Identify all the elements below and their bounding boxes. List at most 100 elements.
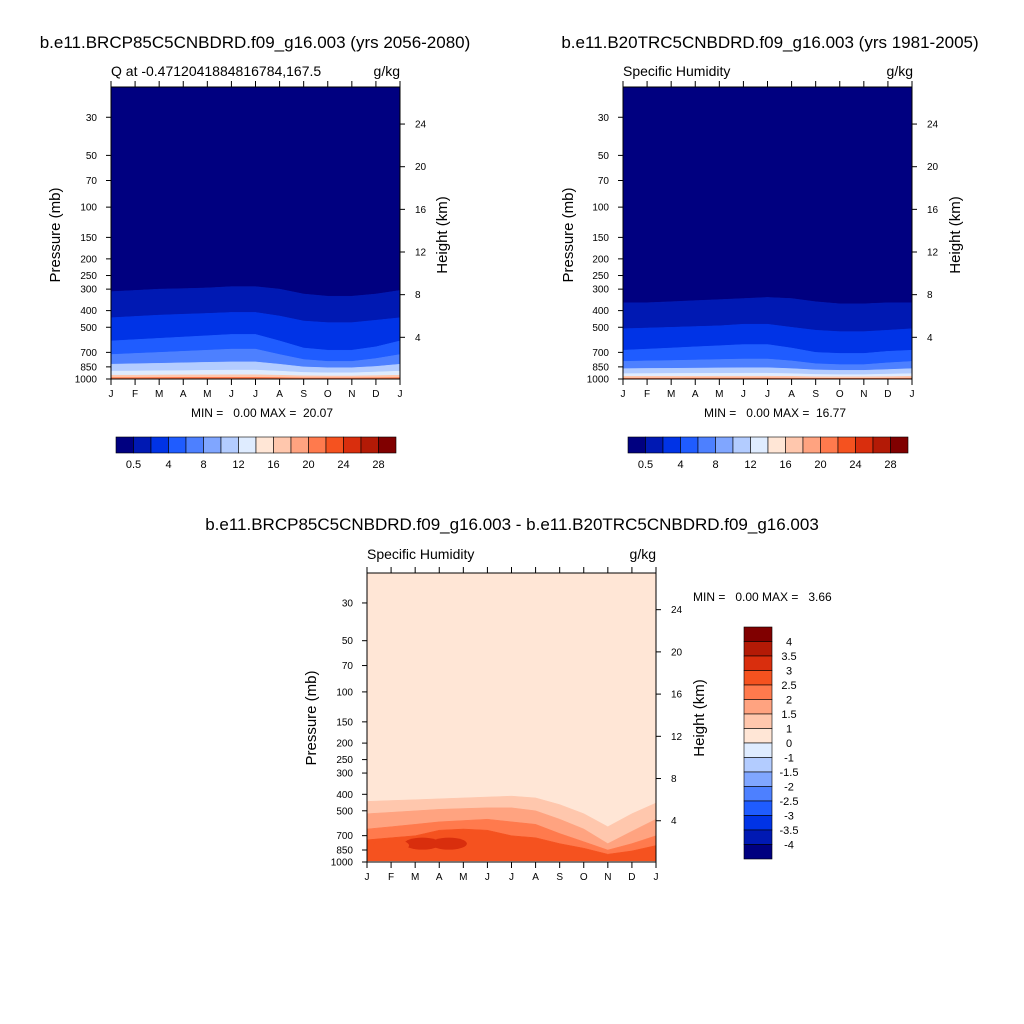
- panel-subtitle-left: Specific Humidity: [623, 63, 730, 79]
- y-right-tick-label: 20: [671, 647, 683, 658]
- colorbar-swatch: [743, 829, 773, 845]
- x-tick-label: J: [654, 872, 659, 883]
- contour-max: [430, 837, 467, 850]
- panel-subtitle-left: Q at -0.4712041884816784,167.5: [111, 63, 321, 79]
- colorbar-swatch: [168, 436, 187, 454]
- contour-band: [622, 86, 913, 305]
- stats-text: MIN = 0.00 MAX = 3.66: [693, 590, 832, 604]
- colorbar-swatch: [743, 757, 773, 773]
- colorbar-swatch: [743, 626, 773, 642]
- colorbar-label: 8: [712, 459, 718, 471]
- colorbar-swatch: [802, 436, 821, 454]
- y-tick-label: 100: [80, 203, 97, 214]
- panel-subtitle-right: g/kg: [374, 63, 400, 79]
- y-tick-label: 300: [336, 769, 353, 780]
- x-tick-label: J: [229, 389, 234, 400]
- colorbar-swatch: [837, 436, 856, 454]
- colorbar-vertical: 4 3.5 3 2.5 2 1.5 1 0 -1 -1.5 -2 -2.5 -3 -3.5 -4: [743, 626, 799, 860]
- x-tick-label: J: [485, 872, 490, 883]
- y-right-tick-label: 4: [671, 816, 677, 827]
- y-tick-label: 400: [80, 306, 97, 317]
- colorbar-label: -2: [784, 782, 794, 794]
- y-tick-label: 70: [342, 661, 354, 672]
- y-axis-label: Pressure (mb): [560, 187, 577, 282]
- x-tick-label: A: [276, 389, 283, 400]
- colorbar-label: 4: [677, 459, 683, 471]
- y-right-tick-label: 8: [927, 290, 933, 301]
- colorbar-swatch: [743, 800, 773, 816]
- panel-title: b.e11.B20TRC5CNBDRD.f09_g16.003 (yrs 198…: [561, 33, 978, 52]
- x-tick-label: S: [812, 389, 819, 400]
- colorbar-label: 8: [200, 459, 206, 471]
- colorbar-label: 4: [165, 459, 171, 471]
- colorbar-label: 2.5: [781, 680, 796, 692]
- y-right-tick-label: 12: [415, 248, 427, 259]
- plot-area: J F M A M J J A S O N D J 30 50 70 100 150 200 250 300 400 500…: [75, 81, 427, 400]
- y-tick-label: 500: [80, 323, 97, 334]
- x-tick-label: J: [765, 389, 770, 400]
- panel-title: b.e11.BRCP85C5CNBDRD.f09_g16.003 - b.e11…: [205, 515, 819, 534]
- x-tick-label: J: [910, 389, 915, 400]
- x-tick-label: N: [604, 872, 611, 883]
- colorbar-label: 28: [372, 459, 384, 471]
- y-tick-label: 500: [592, 323, 609, 334]
- x-tick-label: J: [253, 389, 258, 400]
- stats-text: MIN = 0.00 MAX = 16.77: [704, 406, 846, 420]
- colorbar-swatch: [743, 670, 773, 686]
- y-tick-label: 250: [80, 271, 97, 282]
- colorbar-label: 4: [786, 637, 792, 649]
- x-tick-label: M: [715, 389, 723, 400]
- y-tick-label: 850: [336, 845, 353, 856]
- y-tick-label: 150: [336, 717, 353, 728]
- x-tick-label: J: [398, 389, 403, 400]
- y-axis-label: Pressure (mb): [303, 670, 320, 765]
- x-tick-label: A: [436, 872, 443, 883]
- panel-title: b.e11.BRCP85C5CNBDRD.f09_g16.003 (yrs 20…: [40, 33, 471, 52]
- colorbar-swatch: [743, 655, 773, 671]
- y-right-tick-label: 12: [671, 732, 683, 743]
- colorbar-swatch: [325, 436, 344, 454]
- colorbar-swatch: [743, 699, 773, 715]
- y-right-tick-label: 16: [671, 690, 683, 701]
- colorbar-swatch: [238, 436, 257, 454]
- colorbar-label: 24: [849, 459, 861, 471]
- y-right-axis-label: Height (km): [947, 196, 964, 274]
- x-tick-label: O: [324, 389, 332, 400]
- x-tick-label: M: [459, 872, 467, 883]
- y-tick-label: 70: [598, 176, 610, 187]
- contour-max: [404, 837, 441, 850]
- y-tick-label: 50: [342, 636, 354, 647]
- colorbar-swatch: [220, 436, 239, 454]
- colorbar-swatch: [743, 728, 773, 744]
- y-right-tick-label: 20: [927, 162, 939, 173]
- colorbar-swatch: [115, 436, 134, 454]
- colorbar: 0.5 4 8 12 16 20 24 28: [115, 436, 397, 471]
- panel-rcp85: b.e11.BRCP85C5CNBDRD.f09_g16.003 (yrs 20…: [40, 33, 471, 471]
- colorbar-label: -1.5: [780, 767, 799, 779]
- x-tick-label: A: [532, 872, 539, 883]
- x-tick-label: J: [509, 872, 514, 883]
- colorbar-label: 3: [786, 666, 792, 678]
- colorbar-swatch: [743, 844, 773, 860]
- x-tick-label: J: [365, 872, 370, 883]
- panel-difference: b.e11.BRCP85C5CNBDRD.f09_g16.003 - b.e11…: [205, 515, 832, 883]
- colorbar-swatch: [715, 436, 734, 454]
- y-right-tick-label: 20: [415, 162, 427, 173]
- colorbar-label: 16: [779, 459, 791, 471]
- y-right-axis-label: Height (km): [434, 196, 451, 274]
- panel-20tr: b.e11.B20TRC5CNBDRD.f09_g16.003 (yrs 198…: [560, 33, 979, 471]
- x-tick-label: D: [884, 389, 891, 400]
- x-tick-label: F: [644, 389, 650, 400]
- y-tick-label: 100: [336, 687, 353, 698]
- colorbar-label: -1: [784, 753, 794, 765]
- x-tick-label: O: [580, 872, 588, 883]
- x-tick-label: N: [348, 389, 355, 400]
- x-tick-label: D: [372, 389, 379, 400]
- colorbar-swatch: [360, 436, 379, 454]
- y-right-tick-label: 16: [415, 205, 427, 216]
- colorbar-swatch: [378, 436, 397, 454]
- colorbar-label: -3.5: [780, 825, 799, 837]
- y-tick-label: 70: [86, 176, 98, 187]
- y-tick-label: 700: [592, 348, 609, 359]
- colorbar-swatch: [743, 742, 773, 758]
